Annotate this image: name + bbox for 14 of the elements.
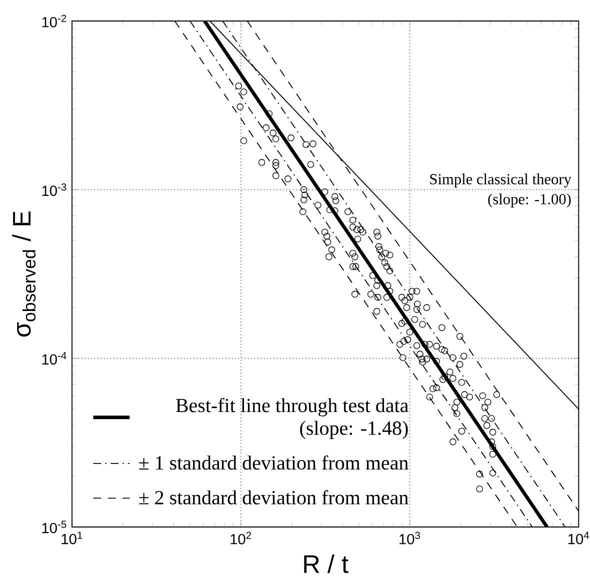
x-tick-label: 10$^{2}$ bbox=[230, 532, 252, 544]
legend-label: ± 1 standard deviation from mean bbox=[139, 455, 408, 470]
y-tick-label: 10$^{-4}$ bbox=[42, 352, 66, 365]
x-tick-label: 10$^{3}$ bbox=[400, 532, 420, 544]
y-axis-title: σ$_{observed}$ / E bbox=[12, 211, 36, 337]
y-tick-label: 10$^{-2}$ bbox=[42, 14, 66, 28]
x-tick-label: 10$^{4}$ bbox=[568, 532, 590, 544]
x-axis-title: R / t bbox=[304, 554, 348, 574]
x-tick-label: 10$^{1}$ bbox=[62, 532, 82, 544]
legend-label: Best-fit line through test data (slope: -1.48) bbox=[176, 398, 408, 439]
y-tick-label: 10$^{-3}$ bbox=[42, 183, 66, 196]
legend-label: ± 2 standard deviation from mean bbox=[139, 490, 408, 504]
annotation: Simple classical theory (slope: -1.00) bbox=[430, 174, 572, 208]
y-tick-label: 10$^{-5}$ bbox=[42, 520, 66, 534]
